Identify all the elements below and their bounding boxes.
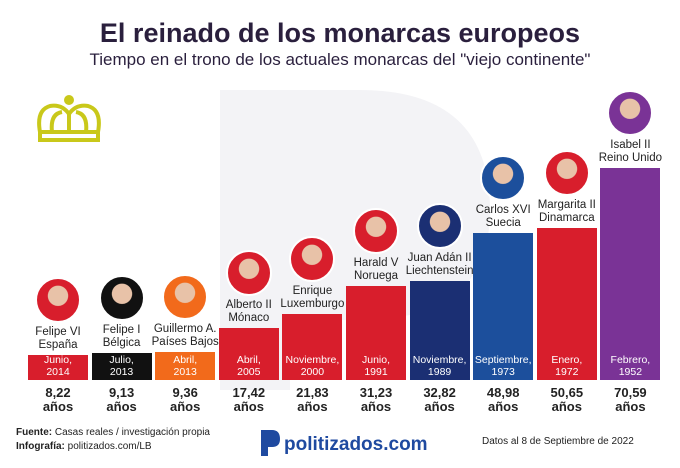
value-label: 9,36 años: [170, 385, 201, 414]
date-label: Abril, 2013: [173, 354, 198, 378]
portrait: [543, 149, 590, 196]
bar: [155, 351, 216, 380]
country-label: Noruega: [353, 270, 399, 283]
country-label: Dinamarca: [538, 211, 595, 224]
portrait: [480, 154, 527, 201]
bar: [536, 227, 597, 380]
date-label: Noviembre, 1989: [412, 354, 467, 378]
portrait: [289, 236, 336, 283]
subtitle: Tiempo en el trono de los actuales monar…: [89, 50, 591, 69]
country-label: Países Bajos: [151, 335, 219, 348]
portrait: [607, 90, 654, 136]
crown-icon: [37, 95, 101, 142]
bar: [91, 352, 152, 380]
country-label: Reino Unido: [598, 152, 663, 164]
monarch-name: Isabel II: [610, 139, 651, 151]
credit-label: Infografía:: [16, 441, 65, 452]
monarch-name: Felipe VI: [35, 326, 81, 339]
monarch-name: Carlos XVI: [475, 203, 531, 216]
monarch-name: Margarita II: [537, 198, 596, 211]
bar: [473, 232, 534, 380]
monarch-name: Alberto II: [225, 298, 272, 311]
portrait: [162, 273, 209, 320]
value-label: 48,98 años: [486, 385, 520, 414]
date-label: Junio, 1991: [361, 354, 391, 378]
country-label: España: [38, 339, 78, 352]
source: Fuente: Casas reales / investigación pro…: [16, 427, 210, 438]
bar: [600, 168, 661, 380]
bar: [282, 314, 343, 380]
date-label: Julio, 2013: [109, 354, 134, 378]
monarch-name: Enrique: [292, 285, 333, 298]
portrait: [353, 208, 399, 255]
bar: [409, 281, 470, 380]
country-label: Mónaco: [228, 311, 270, 324]
value-label: 9,13 años: [106, 385, 137, 414]
title: El reinado de los monarcas europeos: [99, 18, 581, 48]
credit-text: politizados.com/LB: [67, 441, 152, 452]
value-label: 32,82 años: [423, 385, 456, 414]
date-label: Junio, 2014: [43, 354, 73, 378]
source-text: Casas reales / investigación propia: [54, 427, 210, 438]
monarch-name: Juan Adán II: [407, 252, 472, 265]
source-label: Fuente:: [16, 427, 53, 438]
monarch-name: Felipe I: [102, 323, 141, 336]
date-label: Abril, 2005: [236, 354, 261, 378]
date-label: Septiembre, 1973: [474, 354, 532, 378]
value-label: 50,65 años: [550, 385, 584, 414]
date-label: Febrero, 1952: [610, 354, 651, 378]
monarch-name: Guillermo A.: [153, 322, 217, 335]
date-label: Enero, 1972: [551, 354, 583, 378]
portrait: [35, 277, 81, 324]
value-label: 8,22 años: [42, 385, 74, 414]
date-note: Datos al 8 de Septiembre de 2022: [482, 436, 634, 447]
bar: [218, 327, 279, 380]
country-label: Suecia: [485, 216, 521, 229]
date-label: Noviembre, 2000: [285, 354, 340, 378]
portrait: [225, 249, 272, 296]
credit: Infografía: politizados.com/LB: [16, 441, 152, 452]
value-label: 31,23 años: [359, 385, 393, 414]
country-label: Bélgica: [102, 336, 141, 349]
portrait: [416, 203, 463, 250]
logo: politizados.com: [284, 434, 428, 455]
logo-icon: [261, 430, 280, 456]
portrait: [98, 274, 145, 321]
monarch-name: Harald V: [353, 257, 399, 270]
value-label: 70,59 años: [614, 385, 647, 414]
country-label: Liechtenstein: [405, 265, 474, 278]
value-label: 21,83 años: [296, 385, 329, 414]
value-label: 17,42 años: [232, 385, 266, 414]
bar: [346, 286, 406, 380]
country-label: Luxemburgo: [280, 298, 345, 311]
bar: [28, 355, 88, 380]
